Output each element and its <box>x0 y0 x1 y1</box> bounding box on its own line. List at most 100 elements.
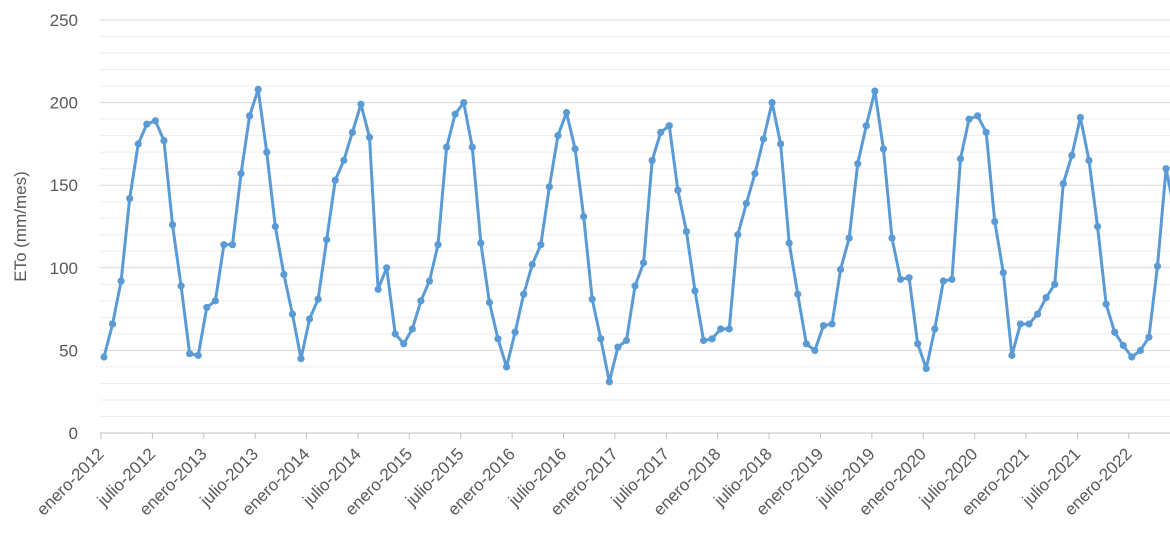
data-point <box>263 148 271 156</box>
data-point <box>494 335 502 343</box>
data-point <box>939 277 947 285</box>
data-point <box>759 135 768 143</box>
data-point <box>974 112 982 120</box>
data-point <box>699 336 708 345</box>
data-point <box>288 310 297 318</box>
data-point <box>571 145 579 153</box>
y-axis-title: ETo (mm/mes) <box>11 171 30 282</box>
data-point <box>802 340 810 348</box>
data-point <box>871 87 879 95</box>
data-point <box>965 115 973 123</box>
data-point <box>168 221 177 229</box>
data-point <box>665 122 673 130</box>
data-point <box>931 325 939 333</box>
data-point <box>417 297 425 305</box>
data-point <box>1085 156 1093 165</box>
data-point <box>1102 300 1110 308</box>
data-point <box>828 320 836 328</box>
data-point <box>126 194 134 203</box>
data-point <box>836 265 845 274</box>
data-point <box>1059 179 1067 188</box>
data-point <box>280 270 288 279</box>
x-axis-tick-labels: enero-2012julio-2012enero-2013julio-2013… <box>33 444 1136 519</box>
data-point <box>323 236 331 244</box>
data-point <box>597 335 605 343</box>
data-point <box>545 183 553 191</box>
data-point <box>1128 353 1136 361</box>
data-point <box>982 128 990 136</box>
data-point <box>134 140 142 148</box>
series-line <box>102 87 1170 384</box>
data-point <box>408 325 416 333</box>
data-point <box>502 363 511 371</box>
data-point <box>914 340 922 348</box>
data-point <box>331 176 339 184</box>
data-point <box>443 143 451 151</box>
data-point <box>905 274 913 282</box>
data-point <box>511 328 519 336</box>
data-point <box>228 241 237 249</box>
data-point <box>108 320 117 328</box>
data-point <box>819 322 828 330</box>
data-point <box>186 350 194 358</box>
series-points <box>100 85 1170 386</box>
data-point <box>143 120 151 128</box>
data-point <box>203 303 211 312</box>
data-point <box>1162 165 1170 173</box>
data-point <box>151 117 159 125</box>
data-point <box>562 108 571 117</box>
data-point <box>246 112 254 120</box>
y-tick-label: 0 <box>69 424 78 443</box>
y-tick-label: 150 <box>50 176 78 195</box>
data-point <box>1153 262 1162 270</box>
data-point <box>691 287 699 295</box>
data-point <box>639 259 648 267</box>
data-point <box>1119 341 1127 350</box>
x-axis-ticks <box>100 433 1130 439</box>
data-point <box>794 290 802 298</box>
data-point <box>1145 333 1153 341</box>
data-point <box>580 212 588 221</box>
data-point <box>271 222 279 231</box>
data-point <box>1025 320 1033 328</box>
data-point <box>1076 113 1085 122</box>
data-point <box>734 231 742 239</box>
data-point <box>374 285 382 293</box>
data-point <box>1068 151 1076 160</box>
data-point <box>999 269 1007 277</box>
data-point <box>297 355 305 363</box>
data-point <box>357 100 365 108</box>
data-point <box>956 155 965 163</box>
data-point <box>177 282 185 290</box>
data-point <box>845 234 853 242</box>
data-point <box>614 343 622 351</box>
data-point <box>391 330 399 338</box>
data-point <box>1111 328 1119 336</box>
data-point <box>537 241 545 249</box>
data-point <box>554 132 562 140</box>
data-point <box>854 160 862 168</box>
y-tick-label: 250 <box>50 11 78 30</box>
data-point <box>194 351 202 359</box>
data-point <box>305 315 314 323</box>
data-point <box>879 145 888 153</box>
data-point <box>451 110 459 118</box>
data-point <box>1093 222 1102 231</box>
data-point <box>862 122 870 130</box>
data-point <box>425 277 434 285</box>
data-point <box>622 336 631 345</box>
y-tick-label: 50 <box>59 341 78 360</box>
data-point <box>365 133 374 141</box>
data-point <box>477 239 485 247</box>
data-point <box>254 85 262 93</box>
data-point <box>383 264 391 272</box>
data-point <box>991 217 999 226</box>
data-point <box>1033 310 1042 318</box>
data-point <box>922 364 930 373</box>
data-point <box>348 128 356 136</box>
data-point <box>220 241 228 249</box>
y-axis-tick-labels: 0 50 100 150 200 250 <box>50 11 78 443</box>
minor-gridlines <box>100 36 1170 417</box>
data-point <box>237 170 245 178</box>
